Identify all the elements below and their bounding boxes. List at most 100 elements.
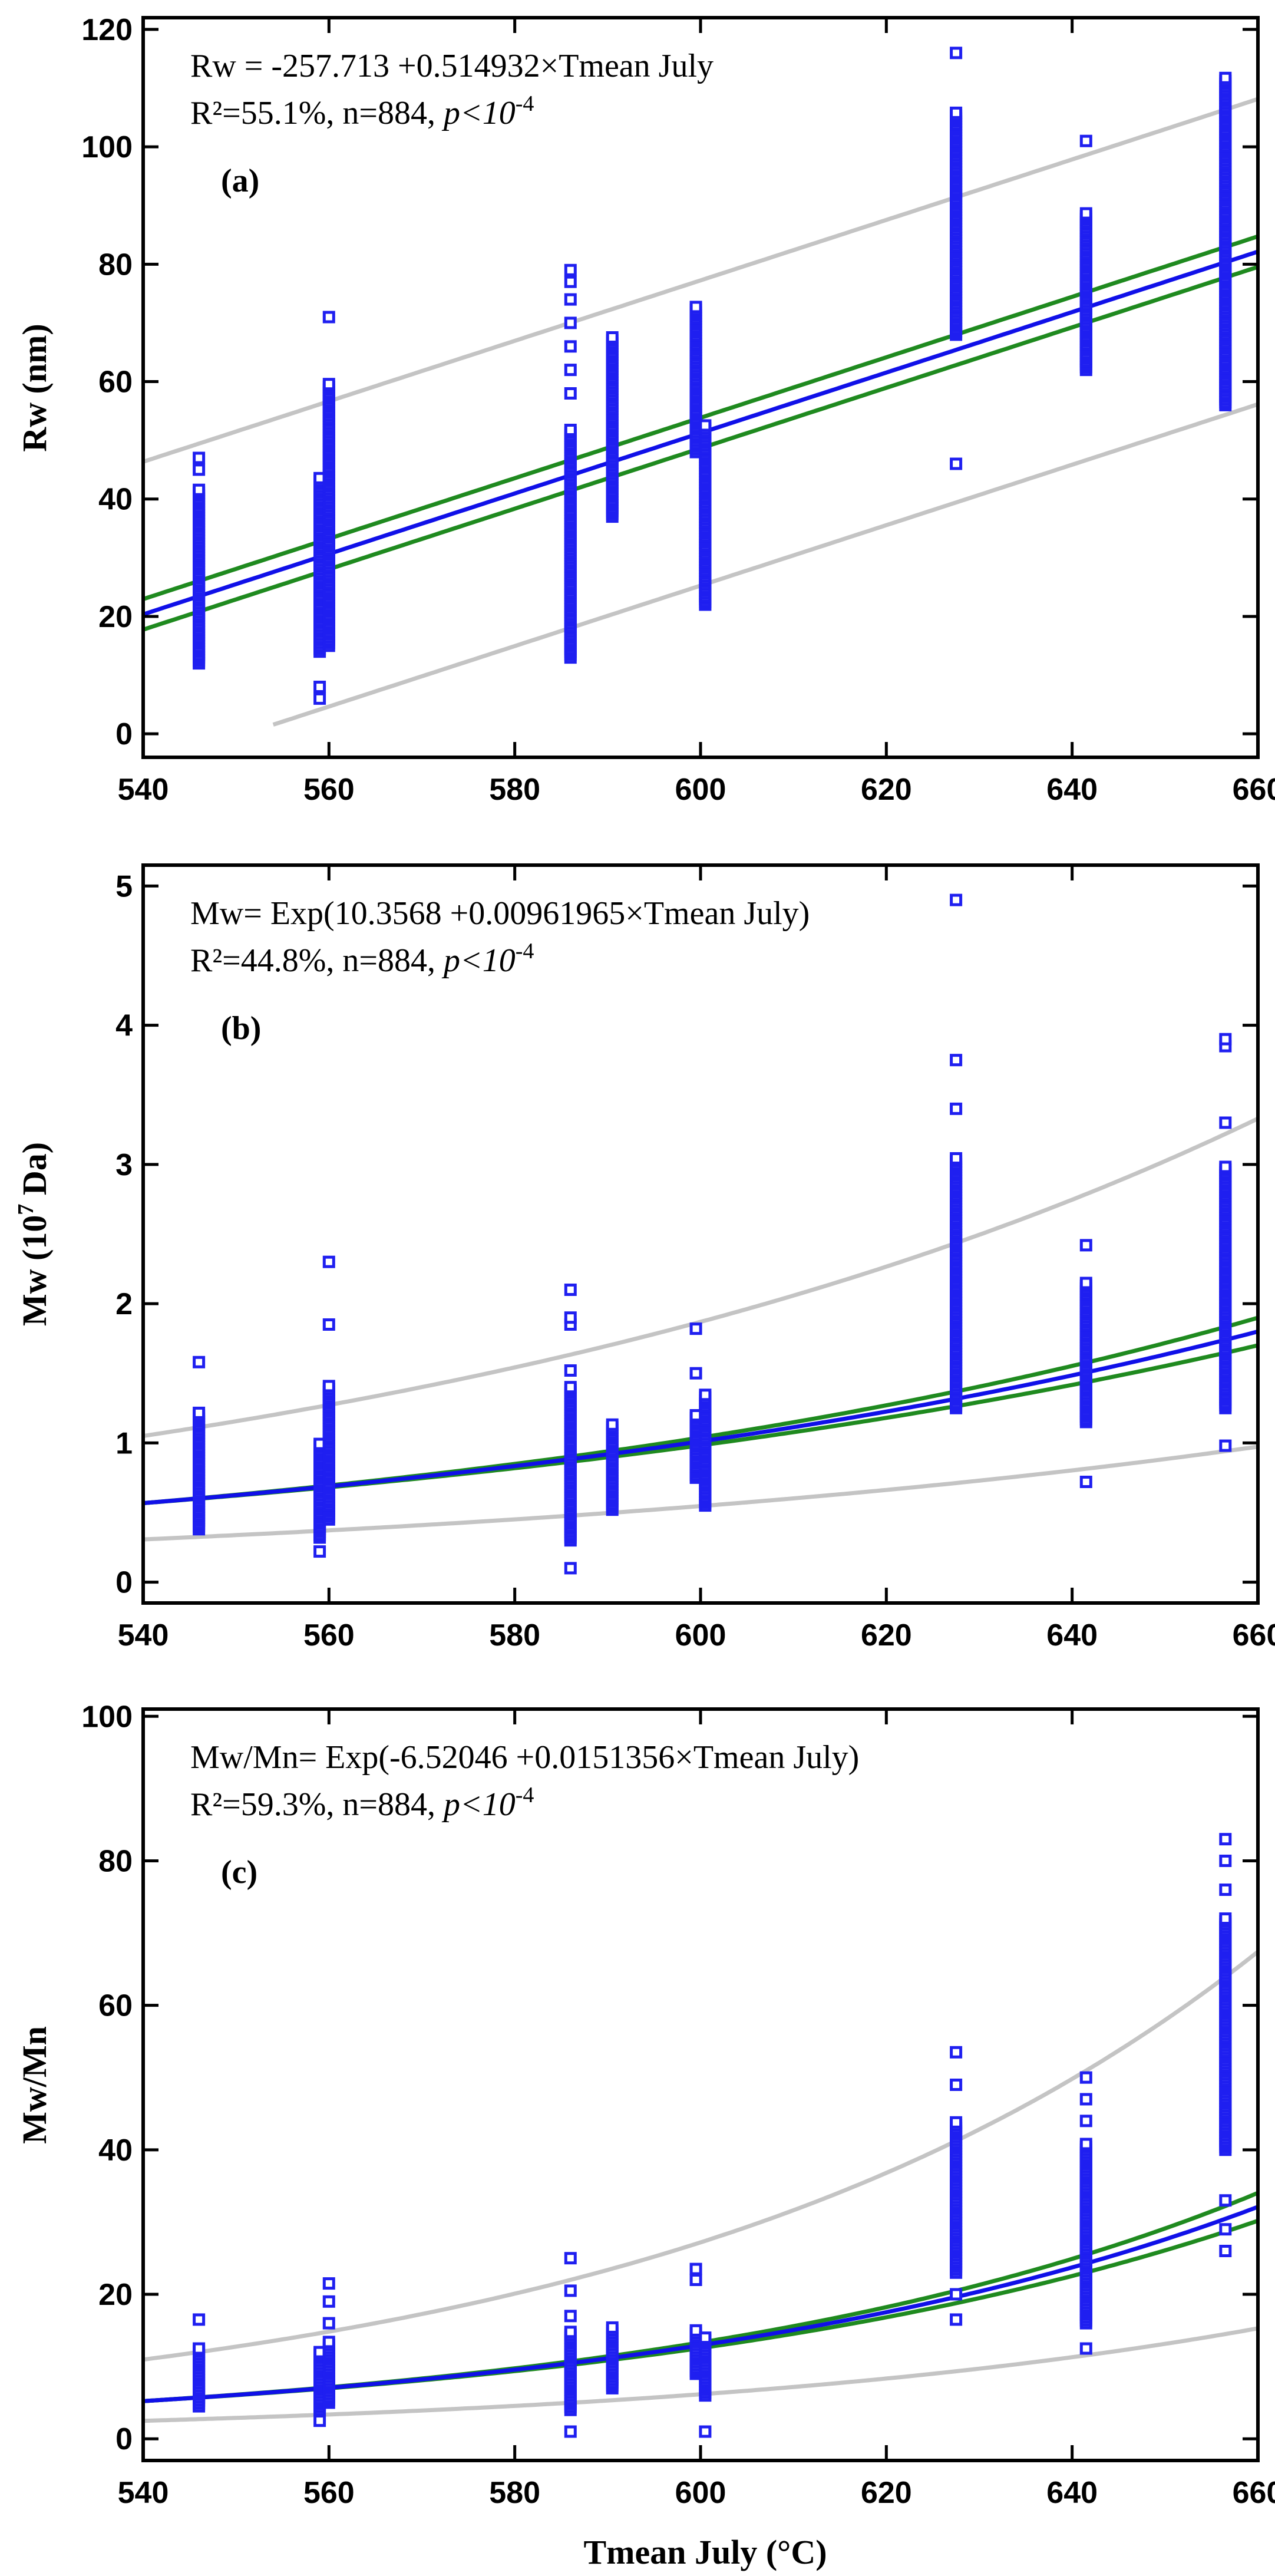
x-tick-label: 580 [489,1618,540,1653]
data-point-outlier [315,682,325,692]
data-point [194,1408,204,1417]
stats-p-exponent: -4 [516,939,534,964]
data-point [324,2337,333,2347]
x-tick-label: 660 [1233,1618,1275,1653]
data-column-4 [607,1420,617,1514]
y-axis-title: Mw/Mn [15,2026,54,2144]
data-point-outlier [1221,1441,1230,1450]
data-point [1081,1278,1091,1288]
data-point-outlier [691,1368,701,1378]
data-column-8 [1081,1241,1091,1487]
data-point-outlier [1081,1241,1091,1250]
data-column-2 [324,2279,333,2407]
data-column-6 [701,2333,710,2436]
x-tick-label: 660 [1233,773,1275,807]
data-point-outlier [324,2318,333,2328]
regression-equation: Rw = -257.713 +0.514932×Tmean July [190,48,714,84]
x-tick-label: 540 [118,2476,169,2510]
x-tick-label: 540 [118,773,169,807]
data-column-8 [1081,2073,1091,2353]
y-tick-label: 0 [115,2422,133,2456]
data-column-2 [324,1257,333,1524]
y-tick-label: 40 [98,483,133,517]
data-point-outlier [952,1104,961,1113]
data-column-6 [701,1390,710,1510]
data-point-outlier [1221,1118,1230,1127]
data-column-7 [952,48,961,469]
data-point-outlier [315,694,325,703]
prediction-lower-line [273,404,1258,725]
y-tick-label: 4 [115,1009,133,1043]
data-point [566,426,575,435]
data-point-outlier [324,1257,333,1266]
data-point-outlier [566,1564,575,1573]
x-tick-label: 640 [1046,1618,1098,1653]
stats-r2-n: R²=59.3%, n=884, [190,1786,444,1823]
figure: 540 560 580 600 620 640 660020406080100120Rw (… [0,0,1275,2576]
data-point-outlier [566,265,575,275]
data-column-7 [952,895,961,1413]
stats-r2-n: R²=55.1%, n=884, [190,95,444,131]
panel-label: (a) [221,163,259,199]
stats-p-exponent: -4 [516,1783,534,1808]
x-tick-label: 560 [303,2476,355,2510]
data-point-outlier [566,318,575,328]
data-point-outlier [315,2416,325,2426]
data-point-outlier [952,459,961,469]
data-point-outlier [566,1313,575,1322]
data-point-outlier [1081,1477,1091,1487]
data-point [1221,1162,1230,1172]
x-tick-label: 640 [1046,773,1098,807]
data-column-4 [607,2323,617,2393]
regression-equation: Mw= Exp(10.3568 +0.00961965×Tmean July) [190,895,810,932]
y-axis-title-main: Mw/Mn [15,2026,54,2144]
data-point-outlier [952,1056,961,1065]
x-tick-label: 600 [675,1618,726,1653]
data-point [566,2327,575,2337]
data-point [1221,73,1230,83]
data-point-outlier [566,295,575,304]
data-point [701,1390,710,1400]
y-tick-label: 1 [115,1426,133,1460]
data-column-2 [324,312,333,651]
data-point-outlier [952,2315,961,2324]
panel-label: (b) [221,1010,261,1047]
y-tick-label: 2 [115,1287,133,1321]
data-point [701,2333,710,2343]
data-point-outlier [952,2080,961,2090]
y-axis-title-main: Rw (nm) [15,324,54,451]
data-column-4 [607,333,617,522]
data-point-outlier [566,277,575,286]
data-point-outlier [1221,1856,1230,1866]
y-axis-title-end: Da) [15,1142,54,1204]
stats-r2-n: R²=44.8%, n=884, [190,942,444,979]
y-axis-title-main: Mw (10 [15,1215,54,1326]
regression-stats: R²=59.3%, n=884, p<10-4 [190,1783,534,1823]
data-point-outlier [952,895,961,905]
data-point [691,302,701,312]
data-point-outlier [566,365,575,375]
data-point-outlier [952,48,961,58]
data-point-outlier [1221,1885,1230,1895]
data-column-3 [566,1285,575,1573]
data-point-outlier [952,2290,961,2299]
data-point [607,2323,617,2332]
data-point-outlier [194,1357,204,1367]
regression-stats: R²=44.8%, n=884, p<10-4 [190,939,534,979]
data-point-outlier [691,2264,701,2274]
y-axis-title-sup: 7 [14,1204,38,1215]
y-tick-label: 100 [81,1700,133,1734]
regression-equation: Mw/Mn= Exp(-6.52046 +0.0151356×Tmean Jul… [190,1739,859,1776]
stats-p-exponent: -4 [516,91,534,116]
data-point-outlier [1081,2344,1091,2353]
data-column-9 [1221,1835,1230,2256]
data-point [194,485,204,494]
data-point-outlier [566,2254,575,2263]
data-point-outlier [691,2275,701,2285]
data-point-outlier [952,2047,961,2057]
data-column-8 [1081,136,1091,374]
y-tick-label: 80 [98,248,133,282]
x-tick-label: 660 [1233,2476,1275,2510]
y-tick-label: 20 [98,2278,133,2312]
data-point-outlier [566,342,575,351]
